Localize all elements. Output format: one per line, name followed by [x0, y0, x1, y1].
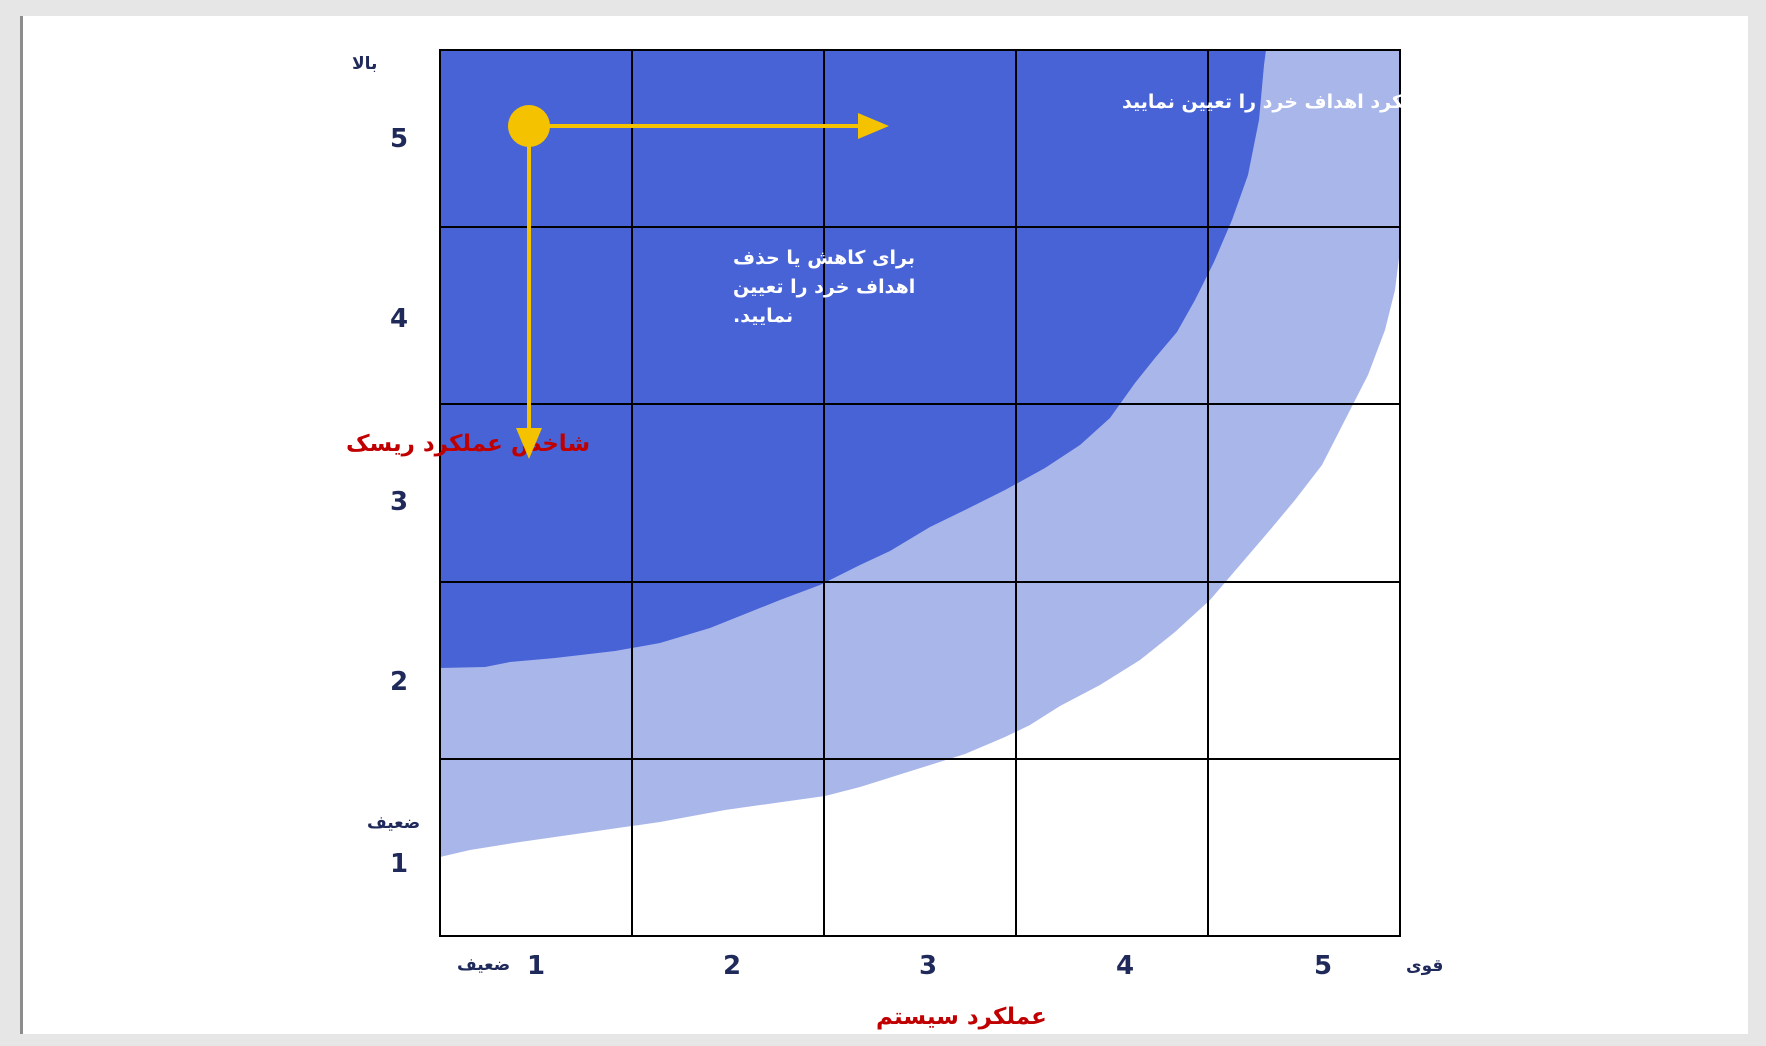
x-axis-left-label: ضعیف [457, 955, 510, 975]
arrow-group [508, 105, 889, 459]
x-axis-title: عملکرد سیستم [876, 1004, 1047, 1030]
arrow-down-icon [516, 428, 542, 459]
y-tick-3: 3 [390, 487, 408, 517]
x-axis-right-label: قوی [1406, 956, 1443, 976]
plot-border [439, 49, 1401, 937]
y-tick-1: 1 [390, 849, 408, 879]
vertical-arrow-text-line-3: نمایید. [733, 305, 793, 327]
x-tick-1: 1 [527, 951, 545, 981]
horizontal-arrow-text: برای بهبود عملکرد اهداف خرد را تعیین نما… [1122, 91, 1542, 113]
x-tick-2: 2 [723, 951, 741, 981]
high-risk-zone [440, 50, 1266, 668]
y-tick-4: 4 [390, 304, 408, 334]
x-tick-3: 3 [919, 951, 937, 981]
y-tick-5: 5 [390, 124, 408, 154]
y-axis-title: شاخص عملکرد ریسک [346, 431, 590, 457]
x-tick-4: 4 [1116, 951, 1134, 981]
circle-icon [508, 105, 550, 147]
bottom-band [0, 1034, 1766, 1046]
y-tick-2: 2 [390, 667, 408, 697]
vertical-arrow-text-line-1: برای کاهش یا حذف [733, 247, 915, 269]
y-axis-top-label: بالا [352, 54, 377, 74]
arrow-right-icon [858, 113, 889, 139]
grid-lines [439, 49, 1401, 937]
y-axis-bottom-label: ضعیف [367, 813, 420, 833]
x-tick-5: 5 [1314, 951, 1332, 981]
vertical-arrow-text-line-2: اهداف خرد را تعیین [733, 276, 915, 298]
